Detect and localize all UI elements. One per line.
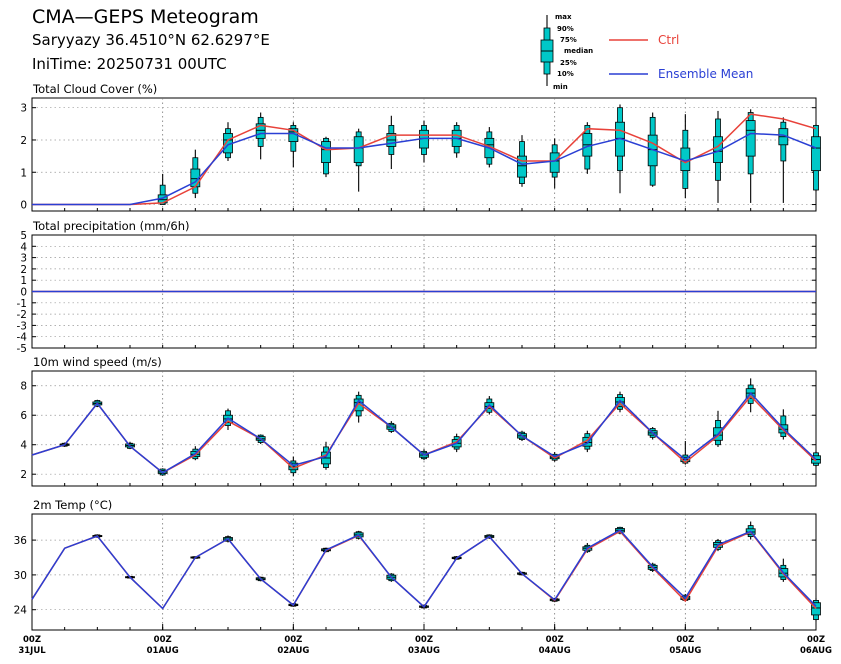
ensemble-box [386,115,397,170]
ensemble-box [713,410,723,447]
y-tick-label: 2 [20,135,27,147]
y-tick-label: 1 [20,275,27,287]
y-tick-label: -2 [17,309,27,321]
legend: max 90% 75% median 25% 10% min Ctrl Ensemble M… [540,13,753,91]
y-tick-label: 0 [20,287,27,299]
y-tick-label: -1 [17,298,27,310]
ensemble-box [288,122,299,168]
ensemble-box [223,122,233,161]
x-tick-hour: 00Z [415,635,433,645]
y-tick-label: 30 [14,570,27,582]
box-25-75 [582,436,593,447]
ensemble-box [680,114,691,199]
ensemble-mean-line [31,391,817,474]
y-tick-label: 0 [20,200,27,212]
ensemble-box [778,117,789,203]
x-tick-hour: 00Z [154,635,172,645]
panel-title: 10m wind speed (m/s) [33,355,162,369]
y-tick-label: 4 [20,440,27,452]
x-tick-date: 05AUG [669,646,701,656]
box-25-75 [517,155,527,178]
legend-box-label: 25% [560,59,577,67]
x-tick-hour: 00Z [284,635,302,645]
ensemble-box [321,136,331,178]
ensemble-box [419,120,429,163]
y-tick-label: 3 [20,253,27,265]
legend-box-label: max [555,13,572,21]
box-25-75 [745,120,756,157]
legend-mean-label: Ensemble Mean [658,67,753,81]
ensemble-box [190,149,201,199]
y-tick-label: 4 [20,241,27,253]
ensemble-box [549,138,560,189]
y-tick-label: -3 [17,320,27,332]
legend-box-label: median [564,47,593,55]
y-tick-label: 2 [20,469,27,481]
ensemble-box [353,128,364,192]
x-tick-hour: 00Z [23,635,41,645]
y-tick-label: 3 [20,103,27,115]
init-time-label: IniTime: 20250731 00UTC [32,55,227,73]
ensemble-box [811,123,821,192]
legend-box-symbol: max 90% 75% median 25% 10% min [540,13,593,91]
ensemble-box [811,598,821,622]
y-tick-label: 6 [20,410,27,422]
legend-box-label: 75% [560,36,577,44]
x-tick-hour: 00Z [546,635,564,645]
x-tick-date: 06AUG [800,646,832,656]
y-tick-label: -5 [17,343,27,355]
legend-box-label: 10% [557,70,574,78]
panel-title: 2m Temp (°C) [33,498,112,512]
ensemble-box [255,112,266,160]
legend-box-label: 90% [557,25,574,33]
y-tick-label: 36 [14,535,28,547]
x-tick-hour: 00Z [807,635,825,645]
legend-box-label: min [553,83,568,91]
x-tick-date: 31JUL [18,646,46,656]
ctrl-line [32,113,817,206]
y-tick-label: 24 [14,605,28,617]
x-tick-date: 02AUG [277,646,309,656]
ensemble-mean-line [31,529,817,610]
panel-frame [31,370,817,487]
location-label: Saryyazy 36.4510°N 62.6297°E [32,31,270,49]
panel-frame [31,513,817,631]
y-tick-label: 5 [20,230,27,242]
panel-title: Total precipitation (mm/6h) [32,219,189,233]
x-tick-date: 04AUG [539,646,571,656]
panel-1: Total precipitation (mm/6h) -5-4-3-2-1012… [17,219,817,355]
y-tick-label: 2 [20,264,27,276]
box-25-75 [811,602,821,616]
x-tick-date: 03AUG [408,646,440,656]
x-axis: 00Z31JUL00Z01AUG00Z02AUG00Z03AUG00Z04AUG… [18,624,832,656]
ensemble-box [157,173,168,205]
ensemble-box [615,391,625,413]
box-25-75 [811,136,821,172]
ensemble-mean-line [32,132,817,206]
box-25-75 [353,136,364,163]
panel-2: 10m wind speed (m/s) 2 4 6 8 [20,355,821,487]
box-25-75 [321,141,331,163]
ensemble-box [745,109,756,203]
ensemble-box [713,110,723,203]
y-tick-label: 8 [20,381,27,393]
box-25-75 [549,152,560,173]
y-tick-label: -4 [17,332,28,344]
panel-0: Total Cloud Cover (%) 0 1 2 3 [20,82,821,212]
panel-3: 2m Temp (°C) 24 30 36 [14,498,821,631]
meteogram-title: CMA—GEPS Meteogram [32,6,259,28]
x-tick-hour: 00Z [676,635,694,645]
ensemble-box [615,104,625,194]
legend-ctrl-label: Ctrl [658,33,679,47]
panel-title: Total Cloud Cover (%) [32,82,157,96]
x-tick-date: 01AUG [147,646,179,656]
ensemble-box [680,441,691,465]
y-tick-label: 1 [20,167,27,179]
box-25-75 [255,123,266,139]
